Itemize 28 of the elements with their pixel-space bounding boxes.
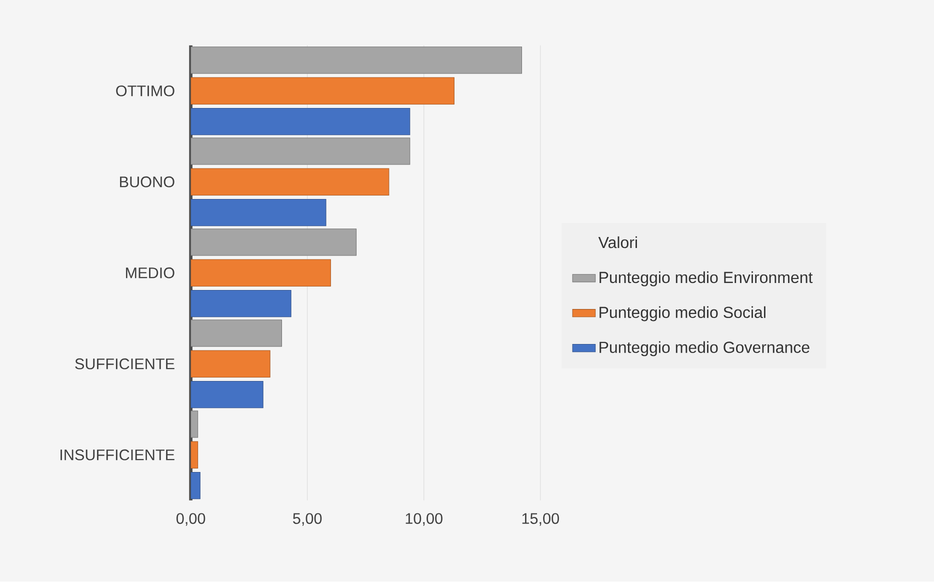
legend-label: Punteggio medio Environment bbox=[600, 271, 813, 286]
bar bbox=[190, 168, 390, 196]
legend-label: Punteggio medio Governance bbox=[600, 341, 810, 356]
bar bbox=[190, 108, 410, 136]
x-tick-label: 15,00 bbox=[522, 513, 559, 526]
bar bbox=[190, 77, 454, 105]
bar bbox=[190, 381, 264, 408]
x-tick-label: 5,00 bbox=[293, 513, 322, 526]
bar bbox=[190, 228, 357, 256]
bar bbox=[190, 472, 200, 500]
bar bbox=[190, 199, 326, 226]
bar bbox=[190, 138, 410, 165]
legend-label: Punteggio medio Social bbox=[600, 306, 766, 322]
bar bbox=[190, 350, 270, 378]
bar bbox=[190, 410, 198, 438]
legend-title: Valori bbox=[598, 236, 637, 248]
y-tick-label: SUFFICIENTE bbox=[75, 358, 174, 370]
bar bbox=[190, 320, 282, 347]
bar bbox=[190, 46, 522, 74]
y-tick-label: BUONO bbox=[120, 176, 174, 188]
bar bbox=[190, 290, 292, 318]
x-tick-label: 0,00 bbox=[176, 513, 206, 526]
bar bbox=[190, 259, 331, 287]
y-tick-label: OTTIMO bbox=[116, 86, 174, 96]
bar bbox=[190, 441, 198, 469]
y-tick-label: INSUFFICIENTE bbox=[60, 450, 174, 460]
y-tick-label: MEDIO bbox=[126, 268, 174, 278]
x-tick-label: 10,00 bbox=[406, 513, 442, 526]
